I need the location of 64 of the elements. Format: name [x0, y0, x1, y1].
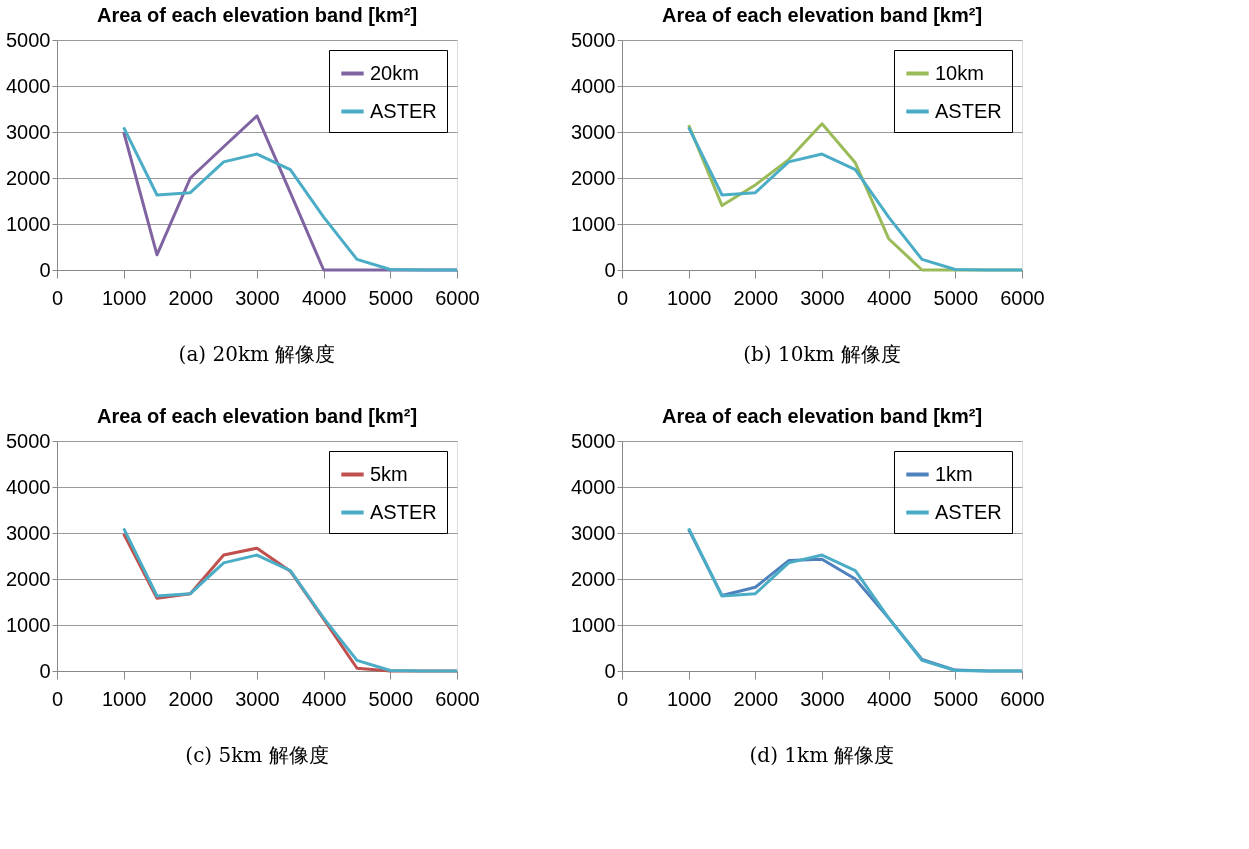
x-tick-label: 4000	[301, 286, 347, 309]
x-tick-label: 6000	[1000, 286, 1045, 309]
y-tick-label: 4000	[6, 74, 51, 97]
legend-label: ASTER	[370, 99, 437, 122]
x-tick-label: 3000	[800, 286, 845, 309]
legend-label: 1km	[935, 462, 973, 485]
x-tick-label: 2000	[168, 286, 214, 309]
y-tick-label: 1000	[571, 613, 616, 636]
x-tick-label: 6000	[435, 286, 480, 309]
y-tick-label: 0	[39, 258, 51, 281]
x-tick-label: 1000	[666, 286, 712, 309]
y-tick-label: 2000	[571, 567, 616, 590]
y-tick-label: 2000	[571, 166, 616, 189]
y-tick-label: 3000	[6, 521, 51, 544]
text: (a) 20km 解像度	[178, 342, 336, 366]
y-tick-label: 0	[604, 659, 616, 682]
x-tick-label: 2000	[733, 687, 779, 710]
chart-title: Area of each elevation band [km²]	[661, 405, 983, 427]
legend-label: ASTER	[935, 500, 1002, 523]
y-tick-label: 3000	[6, 120, 51, 143]
y-tick-label: 3000	[571, 120, 616, 143]
y-tick-label: 4000	[571, 74, 616, 97]
y-tick-label: 0	[39, 659, 51, 682]
legend-label: 5km	[370, 462, 408, 485]
y-tick-label: 1000	[6, 212, 51, 235]
x-tick-label: 1000	[101, 687, 147, 710]
x-tick-label: 4000	[301, 687, 347, 710]
x-tick-label: 6000	[1000, 687, 1045, 710]
legend-label: 20km	[370, 61, 419, 84]
legend-label: 10km	[935, 61, 984, 84]
y-tick-label: 3000	[571, 521, 616, 544]
x-tick-label: 4000	[866, 286, 912, 309]
y-tick-label: 5000	[6, 429, 51, 452]
y-tick-label: 5000	[571, 28, 616, 51]
y-tick-label: 4000	[571, 475, 616, 498]
x-tick-label: 1000	[101, 286, 147, 309]
y-tick-label: 5000	[571, 429, 616, 452]
x-tick-label: 3000	[235, 687, 280, 710]
chart-title: Area of each elevation band [km²]	[661, 4, 983, 26]
x-tick-label: 3000	[235, 286, 280, 309]
x-tick-label: 5000	[933, 687, 979, 710]
chart-title: Area of each elevation band [km²]	[96, 405, 418, 427]
y-tick-label: 0	[604, 258, 616, 281]
x-tick-label: 1000	[666, 687, 712, 710]
legend-label: ASTER	[935, 99, 1002, 122]
y-tick-label: 4000	[6, 475, 51, 498]
text: (c) 5km 解像度	[185, 743, 329, 767]
x-tick-label: 6000	[435, 687, 480, 710]
x-tick-label: 3000	[800, 687, 845, 710]
x-tick-label: 5000	[933, 286, 979, 309]
y-tick-label: 5000	[6, 28, 51, 51]
x-tick-label: 2000	[168, 687, 214, 710]
y-tick-label: 1000	[571, 212, 616, 235]
text: (b) 10km 解像度	[743, 342, 901, 366]
y-tick-label: 2000	[6, 567, 51, 590]
y-tick-label: 1000	[6, 613, 51, 636]
text: (d) 1km 解像度	[749, 743, 895, 767]
x-tick-label: 5000	[368, 687, 414, 710]
x-tick-label: 2000	[733, 286, 779, 309]
y-tick-label: 2000	[6, 166, 51, 189]
chart-title: Area of each elevation band [km²]	[96, 4, 418, 26]
x-tick-label: 4000	[866, 687, 912, 710]
legend-label: ASTER	[370, 500, 437, 523]
x-tick-label: 5000	[368, 286, 414, 309]
